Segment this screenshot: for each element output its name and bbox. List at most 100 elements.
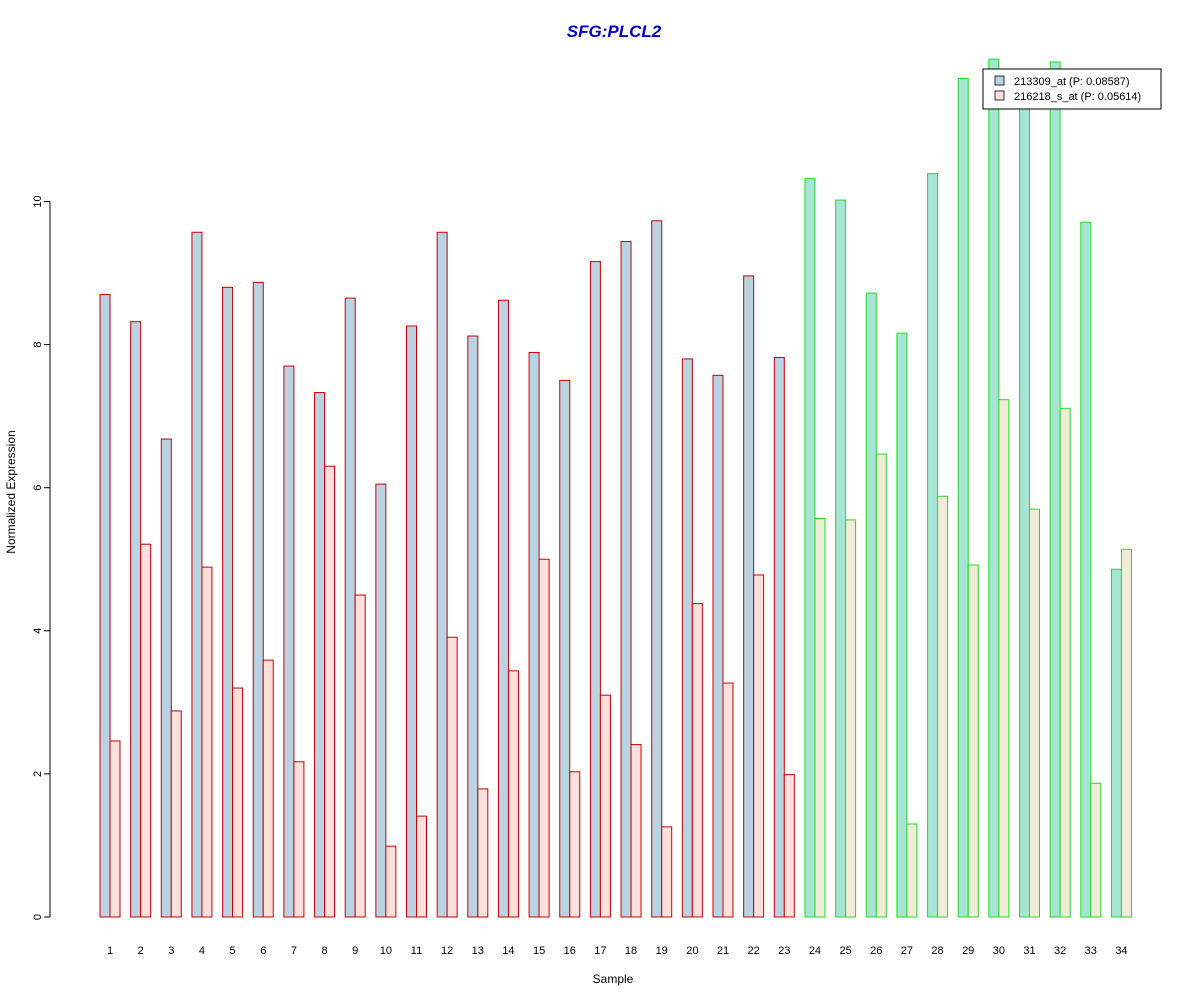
bar-series-2 [937,495,949,918]
bar-series-2 [814,517,826,918]
bar-series-2 [661,826,673,918]
bar-series-2 [324,465,336,918]
x-tick-label: 29 [962,945,974,957]
x-tick-label: 6 [260,945,266,957]
bar-series-1 [559,379,571,918]
bar-series-1 [99,294,111,918]
x-tick-label: 31 [1023,945,1035,957]
x-tick-label: 25 [839,945,851,957]
legend-label-1: 213309_at (P: 0.08587) [1014,76,1130,88]
x-tick-label: 26 [870,945,882,957]
bar-series-2 [722,682,734,918]
bar-series-1 [589,261,601,918]
x-tick-label: 33 [1085,945,1097,957]
bar-series-2 [262,659,274,918]
x-axis-ticks: 1 2 3 4 5 6 7 8 9 10 11 12 13 14 15 16 17 18 19 20 21 22 23 24 2… [107,945,1128,957]
x-tick-label: 18 [625,945,637,957]
bar-series-2 [845,519,857,918]
bar-series-2 [1120,548,1132,918]
bar-series-2 [232,687,244,918]
y-tick-label: 10 [32,195,44,207]
bar-series-2 [753,574,765,918]
bar-series-2 [1090,782,1102,918]
legend: 213309_at (P: 0.08587) 216218_s_at (P: 0… [982,68,1162,110]
x-tick-label: 2 [138,945,144,957]
bar-series-2 [170,710,182,918]
y-tick-label: 4 [32,628,44,634]
bar-series-2 [875,453,887,918]
bar-series-1 [283,365,295,918]
bar-series-2 [1059,407,1071,918]
x-tick-label: 1 [107,945,113,957]
bar-series-2 [1029,508,1040,918]
x-tick-label: 14 [502,945,514,957]
bar-series-1 [467,335,479,918]
x-tick-label: 9 [352,945,358,957]
y-axis-label: Normalized Expression [4,430,18,553]
x-tick-label: 17 [594,945,606,957]
bar-series-2 [906,823,918,918]
bar-series-1 [497,299,509,918]
bar-series-1 [314,392,326,918]
bars-group [99,58,1132,918]
bar-series-2 [446,636,458,918]
bar-series-1 [712,374,724,918]
bar-series-2 [507,670,519,918]
x-tick-label: 30 [993,945,1005,957]
bar-series-1 [927,173,939,918]
legend-label-2: 216218_s_at (P: 0.05614) [1014,91,1141,103]
bar-series-1 [1049,61,1061,918]
x-tick-label: 8 [321,945,327,957]
bar-series-2 [998,399,1010,918]
bar-series-1 [1080,221,1092,918]
bar-series-1 [130,321,142,918]
x-tick-label: 12 [441,945,453,957]
x-tick-label: 28 [931,945,943,957]
bar-series-1 [344,297,356,918]
bar-series-1 [1019,94,1030,918]
x-tick-label: 5 [230,945,236,957]
bar-series-2 [569,771,581,918]
x-tick-label: 19 [656,945,668,957]
bar-series-2 [416,815,427,918]
bar-series-1 [375,483,387,918]
bar-series-1 [528,351,540,918]
bar-series-2 [140,543,152,918]
bar-series-2 [477,788,489,918]
bar-series-1 [222,286,234,918]
x-tick-label: 23 [778,945,790,957]
bar-series-1 [620,241,632,918]
bar-series-1 [835,199,847,918]
x-axis-label: Sample [593,972,634,986]
bar-series-1 [436,231,448,918]
x-tick-label: 32 [1054,945,1066,957]
bar-series-2 [385,845,397,918]
bar-series-2 [354,594,366,918]
x-tick-label: 34 [1115,945,1127,957]
bar-series-1 [743,275,755,918]
bar-series-2 [201,566,213,918]
bar-series-1 [896,332,908,918]
bar-series-1 [651,220,663,918]
y-tick-label: 0 [32,914,44,920]
bar-series-2 [109,740,121,918]
y-tick-label: 6 [32,485,44,491]
x-tick-label: 10 [380,945,392,957]
bar-series-2 [293,761,305,918]
bar-series-1 [957,77,969,918]
x-tick-label: 21 [717,945,729,957]
bar-series-1 [988,58,1000,918]
x-tick-label: 22 [748,945,760,957]
bar-series-1 [804,178,816,918]
bar-series-2 [691,603,703,918]
legend-box [982,68,1162,110]
bar-series-1 [681,358,693,918]
legend-swatch-2 [994,90,1005,101]
bar-series-1 [865,292,877,918]
x-tick-label: 15 [533,945,545,957]
y-tick-label: 8 [32,342,44,348]
bar-series-1 [160,438,172,918]
bar-series-1 [252,281,264,918]
x-tick-label: 7 [291,945,297,957]
